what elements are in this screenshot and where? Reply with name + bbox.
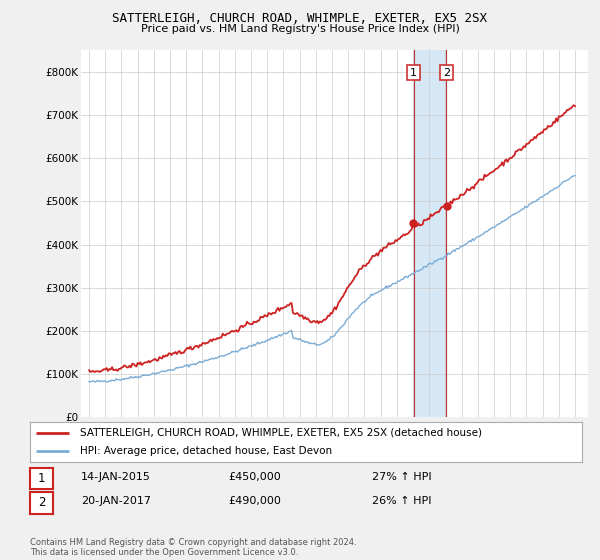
Text: Price paid vs. HM Land Registry's House Price Index (HPI): Price paid vs. HM Land Registry's House … [140, 24, 460, 34]
Text: SATTERLEIGH, CHURCH ROAD, WHIMPLE, EXETER, EX5 2SX: SATTERLEIGH, CHURCH ROAD, WHIMPLE, EXETE… [113, 12, 487, 25]
Text: 2: 2 [443, 68, 450, 78]
Bar [414, 50, 446, 417]
Text: 2: 2 [38, 496, 45, 510]
Text: Contains HM Land Registry data © Crown copyright and database right 2024.
This d: Contains HM Land Registry data © Crown c… [30, 538, 356, 557]
Text: £490,000: £490,000 [228, 496, 281, 506]
Text: 1: 1 [410, 68, 417, 78]
Text: HPI: Average price, detached house, East Devon: HPI: Average price, detached house, East… [80, 446, 332, 456]
Text: 26% ↑ HPI: 26% ↑ HPI [372, 496, 431, 506]
Text: £450,000: £450,000 [228, 472, 281, 482]
Text: 27% ↑ HPI: 27% ↑ HPI [372, 472, 431, 482]
Text: 14-JAN-2015: 14-JAN-2015 [81, 472, 151, 482]
Text: SATTERLEIGH, CHURCH ROAD, WHIMPLE, EXETER, EX5 2SX (detached house): SATTERLEIGH, CHURCH ROAD, WHIMPLE, EXETE… [80, 428, 482, 438]
Text: 20-JAN-2017: 20-JAN-2017 [81, 496, 151, 506]
Text: 1: 1 [38, 472, 45, 486]
